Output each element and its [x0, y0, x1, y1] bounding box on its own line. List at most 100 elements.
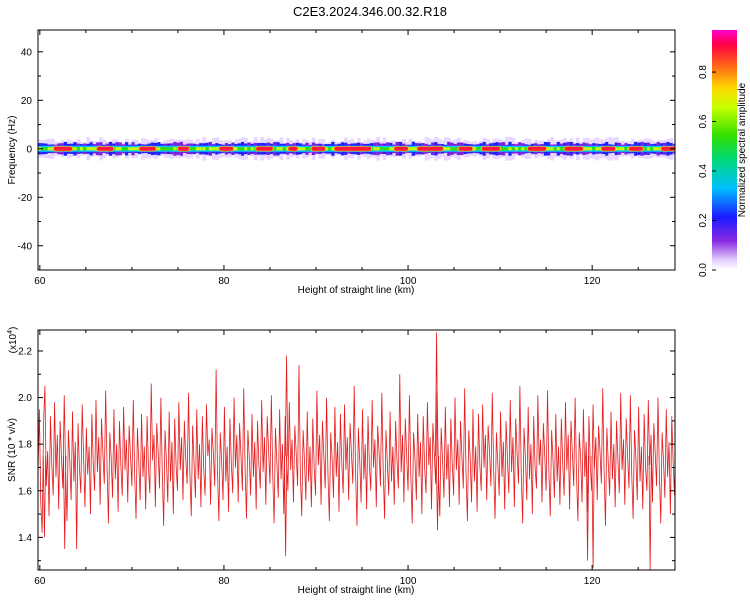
- heatmap-cell-green: [373, 147, 377, 151]
- heatmap-cell-green: [189, 147, 194, 151]
- heatmap-cell-green: [550, 147, 555, 151]
- heatmap-cell-green: [518, 147, 522, 151]
- snr-series: [38, 332, 675, 570]
- snr-x-tick-label: 80: [218, 576, 230, 587]
- heatmap-panel: 60 80 100 120 -40 -20 0 20 40 Height of straigh…: [7, 29, 676, 296]
- heatmap-peak: [311, 146, 326, 151]
- snr-y-multiplier: (x104): [7, 327, 19, 354]
- heatmap-cell-green: [327, 147, 332, 151]
- snr-x-tick-label: 120: [584, 576, 601, 587]
- snr-line: [38, 364, 675, 550]
- heatmap-cell-green: [508, 147, 513, 151]
- heatmap-cell-green: [524, 147, 529, 151]
- heatmap-cell-green: [166, 147, 171, 151]
- heatmap-cell-green: [160, 147, 165, 151]
- snr-y-ticks: 1.4 1.6 1.8 2.0 2.2: [18, 346, 675, 562]
- heatmap-cell-green: [83, 147, 87, 151]
- heatmap-cell-green: [476, 147, 480, 151]
- heatmap-cell-green: [643, 147, 648, 151]
- colorbar: 0.0 0.2 0.4 0.6 0.8 Normalized spectral ampl…: [698, 30, 748, 277]
- heatmap-cell-green: [215, 147, 220, 151]
- heatmap-cell-green: [514, 147, 519, 151]
- heatmap-cell-green: [163, 147, 168, 151]
- heatmap-peak: [417, 146, 444, 151]
- colorbar-tick-label: 0.4: [698, 164, 709, 178]
- heatmap-cell-green: [553, 147, 558, 151]
- heatmap-cell-green: [124, 147, 129, 151]
- heatmap-cell-green: [621, 147, 625, 151]
- snr-y-multiplier-exp: 4: [7, 330, 14, 334]
- heatmap-x-tick-label: 120: [584, 276, 601, 287]
- heatmap-cell-green: [298, 147, 303, 151]
- heatmap-cell-green: [559, 147, 564, 151]
- heatmap-peak: [96, 146, 114, 151]
- heatmap-cell-green: [650, 147, 654, 151]
- snr-panel: 60 80 100 120 1.4 1.6 1.8 2.0 2.2 Height of str…: [7, 327, 676, 596]
- colorbar-tick-label: 0.0: [698, 263, 709, 277]
- heatmap-cell-green: [247, 147, 252, 151]
- heatmap-peak: [628, 146, 643, 151]
- heatmap-cell-green: [453, 147, 458, 151]
- heatmap-cell-green: [389, 147, 394, 151]
- heatmap-cell-green: [195, 147, 200, 151]
- snr-spike: [42, 455, 47, 538]
- heatmap-cell-green: [199, 147, 203, 151]
- heatmap-frame: [37, 29, 676, 271]
- heatmap-cells: [38, 136, 675, 161]
- snr-spike: [434, 332, 439, 456]
- heatmap-cell-green: [556, 147, 561, 151]
- heatmap-cell-green: [118, 147, 123, 151]
- heatmap-cell-green: [617, 147, 622, 151]
- heatmap-y-tick-label: 20: [21, 96, 33, 107]
- heatmap-cell-green: [443, 147, 448, 151]
- heatmap-cell-green: [646, 147, 651, 151]
- heatmap-cell-green: [592, 147, 596, 151]
- heatmap-cell-green: [208, 147, 213, 151]
- snr-x-label: Height of straight line (km): [298, 585, 415, 596]
- heatmap-cell-green: [250, 147, 255, 151]
- heatmap-cell-green: [173, 147, 178, 151]
- heatmap-x-ticks: 60 80 100 120: [34, 30, 639, 287]
- heatmap-y-tick-label: -20: [18, 193, 33, 204]
- snr-y-tick-label: 2.2: [18, 346, 32, 357]
- heatmap-peak: [334, 146, 372, 151]
- chart-title: C2E3.2024.346.00.32.R18: [293, 4, 447, 19]
- heatmap-y-tick-label: -40: [18, 241, 33, 252]
- heatmap-cell-green: [244, 147, 249, 151]
- heatmap-cell-green: [588, 147, 593, 151]
- snr-plot-area: [38, 330, 675, 570]
- heatmap-peak: [458, 146, 473, 151]
- heatmap-cell-green: [157, 147, 162, 151]
- heatmap-cell-green: [41, 147, 46, 151]
- heatmap-cell-green: [202, 147, 207, 151]
- heatmap-cell-green: [324, 147, 329, 151]
- heatmap-cell-green: [240, 147, 245, 151]
- snr-frame: [37, 329, 676, 571]
- heatmap-cell-green: [450, 147, 455, 151]
- heatmap-cell-green: [234, 147, 239, 151]
- heatmap-cell-green: [379, 147, 384, 151]
- heatmap-cell-green: [411, 147, 416, 151]
- snr-y-label: SNR (10 * v/v): [7, 418, 18, 482]
- heatmap-cell-green: [205, 147, 210, 151]
- heatmap-cell-green: [376, 147, 381, 151]
- heatmap-peak: [177, 146, 189, 151]
- snr-spike: [585, 455, 590, 561]
- heatmap-cell-green: [582, 147, 587, 151]
- colorbar-tick-label: 0.2: [698, 213, 709, 227]
- heatmap-cell-green: [614, 147, 619, 151]
- snr-y-tick-label: 2.0: [18, 393, 32, 404]
- heatmap-x-tick-label: 100: [400, 276, 417, 287]
- heatmap-cell-green: [92, 147, 97, 151]
- heatmap-peak: [661, 146, 675, 151]
- heatmap-peak: [288, 146, 298, 151]
- heatmap-cell-green: [505, 147, 509, 151]
- snr-spike: [63, 455, 67, 550]
- svg-text:(x104): (x104): [7, 327, 19, 354]
- heatmap-peak: [527, 146, 547, 151]
- heatmap-cell-green: [653, 147, 658, 151]
- snr-x-tick-label: 60: [34, 576, 46, 587]
- heatmap-cell-green: [408, 147, 413, 151]
- heatmap-cell-green: [89, 147, 94, 151]
